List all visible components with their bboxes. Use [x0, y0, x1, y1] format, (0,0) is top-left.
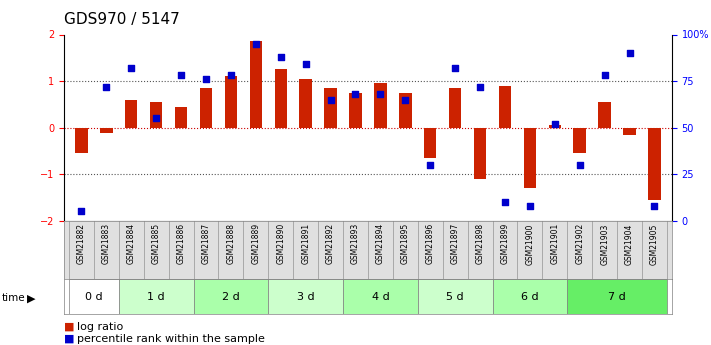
Bar	[574, 128, 586, 153]
Point	[76, 209, 87, 214]
Text: GSM21897: GSM21897	[451, 223, 459, 264]
Text: GSM21892: GSM21892	[326, 223, 335, 264]
Text: GSM21901: GSM21901	[550, 223, 560, 264]
Text: 1 d: 1 d	[147, 292, 165, 302]
Point	[325, 97, 336, 102]
Bar	[449, 88, 461, 128]
Text: 0 d: 0 d	[85, 292, 102, 302]
Point	[524, 203, 535, 209]
Text: GSM21886: GSM21886	[176, 223, 186, 264]
Bar	[324, 88, 337, 128]
Bar	[250, 41, 262, 128]
Text: GSM21895: GSM21895	[401, 223, 410, 264]
Bar	[399, 93, 412, 128]
Bar	[418, 279, 493, 314]
Text: GDS970 / 5147: GDS970 / 5147	[64, 12, 180, 27]
Text: 6 d: 6 d	[521, 292, 539, 302]
Point	[449, 65, 461, 71]
Bar	[493, 279, 567, 314]
Bar	[599, 102, 611, 128]
Point	[101, 84, 112, 89]
Bar	[343, 279, 418, 314]
Point	[201, 77, 212, 82]
Point	[126, 65, 137, 71]
Point	[624, 50, 635, 56]
Text: 4 d: 4 d	[372, 292, 390, 302]
Point	[275, 54, 287, 60]
Text: GSM21903: GSM21903	[600, 223, 609, 265]
Bar	[424, 128, 437, 158]
Bar	[274, 69, 287, 128]
Text: ■: ■	[64, 322, 75, 332]
Text: log ratio: log ratio	[77, 322, 123, 332]
Bar	[498, 86, 511, 128]
Bar	[150, 102, 162, 128]
Bar	[175, 107, 187, 128]
Text: GSM21889: GSM21889	[251, 223, 260, 264]
Text: GSM21893: GSM21893	[351, 223, 360, 264]
Point	[400, 97, 411, 102]
Text: GSM21885: GSM21885	[151, 223, 161, 264]
Text: GSM21894: GSM21894	[376, 223, 385, 264]
Text: GSM21905: GSM21905	[650, 223, 659, 265]
Text: GSM21884: GSM21884	[127, 223, 136, 264]
Bar	[225, 77, 237, 128]
Point	[574, 162, 585, 168]
Bar	[474, 128, 486, 179]
Bar	[567, 279, 667, 314]
Point	[176, 73, 187, 78]
Bar	[100, 128, 112, 133]
Bar	[119, 279, 193, 314]
Text: GSM21902: GSM21902	[575, 223, 584, 264]
Point	[549, 121, 560, 127]
Bar	[349, 93, 362, 128]
Bar	[69, 279, 119, 314]
Point	[424, 162, 436, 168]
Bar	[524, 128, 536, 188]
Text: percentile rank within the sample: percentile rank within the sample	[77, 334, 264, 344]
Text: GSM21898: GSM21898	[476, 223, 485, 264]
Text: GSM21896: GSM21896	[426, 223, 434, 264]
Point	[499, 199, 510, 205]
Point	[474, 84, 486, 89]
Bar	[268, 279, 343, 314]
Bar	[125, 100, 137, 128]
Bar	[299, 79, 312, 128]
Text: time: time	[1, 294, 25, 303]
Text: GSM21882: GSM21882	[77, 223, 86, 264]
Point	[250, 41, 262, 47]
Text: 3 d: 3 d	[297, 292, 314, 302]
Bar	[75, 128, 87, 153]
Bar	[200, 88, 212, 128]
Bar	[549, 125, 561, 128]
Bar	[624, 128, 636, 135]
Text: 5 d: 5 d	[447, 292, 464, 302]
Text: GSM21883: GSM21883	[102, 223, 111, 264]
Point	[648, 203, 660, 209]
Text: GSM21891: GSM21891	[301, 223, 310, 264]
Text: GSM21899: GSM21899	[501, 223, 510, 264]
Text: 7 d: 7 d	[608, 292, 626, 302]
Text: GSM21887: GSM21887	[201, 223, 210, 264]
Bar	[193, 279, 268, 314]
Text: 2 d: 2 d	[222, 292, 240, 302]
Point	[599, 73, 610, 78]
Bar	[648, 128, 661, 200]
Point	[350, 91, 361, 97]
Text: ▶: ▶	[27, 294, 36, 303]
Text: GSM21904: GSM21904	[625, 223, 634, 265]
Bar	[374, 83, 387, 128]
Point	[151, 116, 162, 121]
Point	[300, 61, 311, 67]
Text: GSM21900: GSM21900	[525, 223, 535, 265]
Text: GSM21890: GSM21890	[277, 223, 285, 264]
Text: ■: ■	[64, 334, 75, 344]
Point	[375, 91, 386, 97]
Text: GSM21888: GSM21888	[226, 223, 235, 264]
Point	[225, 73, 237, 78]
